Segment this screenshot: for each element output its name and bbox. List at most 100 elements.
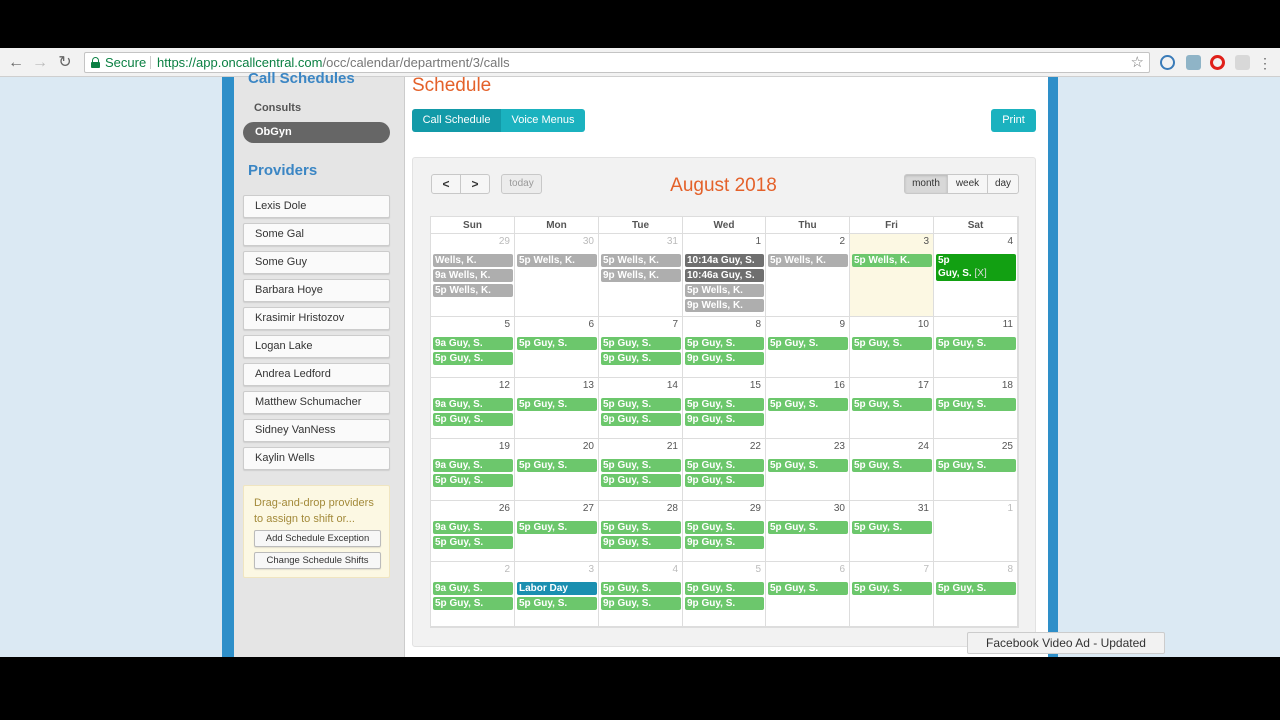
calendar-event[interactable]: 5p Guy, S. xyxy=(768,521,848,534)
bookmark-star-icon[interactable]: ☆ xyxy=(1130,54,1144,71)
calendar-day-cell[interactable]: 22 5p Guy, S. 9p Guy, S. xyxy=(683,439,766,501)
calendar-event[interactable]: 5p Guy, S. xyxy=(685,337,764,350)
calendar-event[interactable]: 5p Guy, S. xyxy=(852,459,932,472)
calendar-event[interactable]: 5p Guy, S. xyxy=(685,582,764,595)
calendar-event[interactable]: 10:14a Guy, S. xyxy=(685,254,764,267)
calendar-day-cell[interactable]: 18 5p Guy, S. xyxy=(934,378,1018,439)
calendar-day-cell[interactable]: 13 5p Guy, S. xyxy=(515,378,599,439)
calendar-day-cell[interactable]: 28 5p Guy, S. 9p Guy, S. xyxy=(599,501,683,562)
menu-icon[interactable]: ⋮ xyxy=(1258,55,1272,71)
calendar-day-cell[interactable]: 3 Labor Day 5p Guy, S. xyxy=(515,562,599,627)
calendar-day-cell[interactable]: 8 5p Guy, S. 9p Guy, S. xyxy=(683,317,766,378)
calendar-day-cell[interactable]: 27 5p Guy, S. xyxy=(515,501,599,562)
remove-event-icon[interactable]: [X] xyxy=(974,268,987,279)
extension-icon[interactable] xyxy=(1235,55,1250,70)
provider-item[interactable]: Krasimir Hristozov xyxy=(243,307,390,330)
calendar-day-cell[interactable]: 1 10:14a Guy, S. 10:46a Guy, S. 5p Wells, K… xyxy=(683,234,766,317)
calendar-event[interactable]: 5p Guy, S. xyxy=(433,474,513,487)
calendar-event[interactable]: 5p Guy, S. xyxy=(852,398,932,411)
calendar-event[interactable]: 5p Wells, K. xyxy=(601,254,681,267)
calendar-day-cell[interactable]: 21 5p Guy, S. 9p Guy, S. xyxy=(599,439,683,501)
calendar-event[interactable]: 5p Wells, K. xyxy=(685,284,764,297)
calendar-day-cell[interactable]: 16 5p Guy, S. xyxy=(766,378,850,439)
calendar-event[interactable]: 5p Guy, S. xyxy=(936,459,1016,472)
calendar-event[interactable]: 5p Guy, S. xyxy=(601,521,681,534)
department-consults[interactable]: Consults xyxy=(254,102,302,114)
calendar-event[interactable]: 5p Guy, S. xyxy=(768,582,848,595)
calendar-event[interactable]: 9p Wells, K. xyxy=(685,299,764,312)
calendar-event[interactable]: 5p Guy, S. xyxy=(685,521,764,534)
calendar-event[interactable]: 5p Guy, S. xyxy=(517,521,597,534)
calendar-event[interactable]: 5p Guy, S. xyxy=(433,597,513,610)
calendar-day-cell[interactable]: 6 5p Guy, S. xyxy=(766,562,850,627)
tab-voice-menus[interactable]: Voice Menus xyxy=(501,109,585,132)
calendar-event[interactable]: 5p Guy, S. xyxy=(852,521,932,534)
calendar-day-cell[interactable]: 1 xyxy=(934,501,1018,562)
provider-item[interactable]: Logan Lake xyxy=(243,335,390,358)
calendar-day-cell[interactable]: 2 5p Wells, K. xyxy=(766,234,850,317)
calendar-day-cell[interactable]: 2 9a Guy, S. 5p Guy, S. xyxy=(431,562,515,627)
calendar-day-cell[interactable]: 24 5p Guy, S. xyxy=(850,439,934,501)
calendar-day-cell[interactable]: 29 5p Guy, S. 9p Guy, S. xyxy=(683,501,766,562)
calendar-day-cell[interactable]: 12 9a Guy, S. 5p Guy, S. xyxy=(431,378,515,439)
today-button[interactable]: today xyxy=(501,174,542,194)
calendar-event[interactable]: 9p Guy, S. xyxy=(685,352,764,365)
calendar-day-cell[interactable]: 5 5p Guy, S. 9p Guy, S. xyxy=(683,562,766,627)
calendar-event[interactable]: 5p Wells, K. xyxy=(852,254,932,267)
calendar-event[interactable]: 5p Guy, S. xyxy=(852,582,932,595)
calendar-event[interactable]: 9p Guy, S. xyxy=(601,536,681,549)
calendar-event[interactable]: 5p Guy, S. xyxy=(517,337,597,350)
provider-item[interactable]: Matthew Schumacher xyxy=(243,391,390,414)
calendar-day-cell[interactable]: 3 5p Wells, K. xyxy=(850,234,934,317)
calendar-event[interactable]: 9a Guy, S. xyxy=(433,398,513,411)
calendar-event[interactable]: 5p Wells, K. xyxy=(517,254,597,267)
calendar-event[interactable]: 9p Guy, S. xyxy=(601,413,681,426)
calendar-day-cell[interactable]: 7 5p Guy, S. xyxy=(850,562,934,627)
calendar-day-cell[interactable]: 17 5p Guy, S. xyxy=(850,378,934,439)
calendar-day-cell[interactable]: 25 5p Guy, S. xyxy=(934,439,1018,501)
extension-icon[interactable] xyxy=(1160,55,1175,70)
back-icon[interactable]: ← xyxy=(8,54,24,71)
address-bar[interactable]: Secure https://app.oncallcentral.com/occ… xyxy=(84,52,1150,73)
view-day-button[interactable]: day xyxy=(987,174,1019,194)
calendar-event[interactable]: 9p Guy, S. xyxy=(601,352,681,365)
calendar-event[interactable]: 9p Guy, S. xyxy=(685,413,764,426)
calendar-day-cell[interactable]: 4 5p Guy, S. [X] xyxy=(934,234,1018,317)
calendar-day-cell[interactable]: 29 Wells, K. 9a Wells, K. 5p Wells, K. xyxy=(431,234,515,317)
provider-item[interactable]: Sidney VanNess xyxy=(243,419,390,442)
change-schedule-shifts-button[interactable]: Change Schedule Shifts xyxy=(254,552,381,569)
calendar-event[interactable]: 5p Guy, S. xyxy=(601,398,681,411)
add-schedule-exception-button[interactable]: Add Schedule Exception xyxy=(254,530,381,547)
provider-item[interactable]: Barbara Hoye xyxy=(243,279,390,302)
provider-item[interactable]: Kaylin Wells xyxy=(243,447,390,470)
calendar-event[interactable]: 9p Guy, S. xyxy=(685,597,764,610)
provider-item[interactable]: Andrea Ledford xyxy=(243,363,390,386)
calendar-day-cell[interactable]: 31 5p Wells, K. 9p Wells, K. xyxy=(599,234,683,317)
calendar-event[interactable]: 5p Guy, S. xyxy=(433,413,513,426)
calendar-event[interactable]: 5p Guy, S. xyxy=(601,459,681,472)
calendar-event[interactable]: 9p Wells, K. xyxy=(601,269,681,282)
calendar-day-cell[interactable]: 10 5p Guy, S. xyxy=(850,317,934,378)
calendar-event[interactable]: 10:46a Guy, S. xyxy=(685,269,764,282)
provider-item[interactable]: Lexis Dole xyxy=(243,195,390,218)
calendar-event[interactable]: 5p Guy, S. xyxy=(601,337,681,350)
calendar-day-cell[interactable]: 15 5p Guy, S. 9p Guy, S. xyxy=(683,378,766,439)
calendar-event[interactable]: 5p Guy, S. xyxy=(936,337,1016,350)
calendar-day-cell[interactable]: 30 5p Wells, K. xyxy=(515,234,599,317)
calendar-day-cell[interactable]: 11 5p Guy, S. xyxy=(934,317,1018,378)
forward-icon[interactable]: → xyxy=(32,54,48,71)
calendar-event[interactable]: 5p Guy, S. xyxy=(768,337,848,350)
view-month-button[interactable]: month xyxy=(904,174,948,194)
reload-icon[interactable]: ↻ xyxy=(58,54,72,71)
calendar-event[interactable]: 5p Guy, S. xyxy=(768,459,848,472)
print-button[interactable]: Print xyxy=(991,109,1036,132)
view-week-button[interactable]: week xyxy=(947,174,988,194)
provider-item[interactable]: Some Guy xyxy=(243,251,390,274)
calendar-day-cell[interactable]: 6 5p Guy, S. xyxy=(515,317,599,378)
calendar-day-cell[interactable]: 7 5p Guy, S. 9p Guy, S. xyxy=(599,317,683,378)
calendar-event[interactable]: Wells, K. xyxy=(433,254,513,267)
calendar-day-cell[interactable]: 8 5p Guy, S. xyxy=(934,562,1018,627)
calendar-day-cell[interactable]: 20 5p Guy, S. xyxy=(515,439,599,501)
calendar-event[interactable]: 5p Guy, S. xyxy=(685,459,764,472)
calendar-day-cell[interactable]: 9 5p Guy, S. xyxy=(766,317,850,378)
